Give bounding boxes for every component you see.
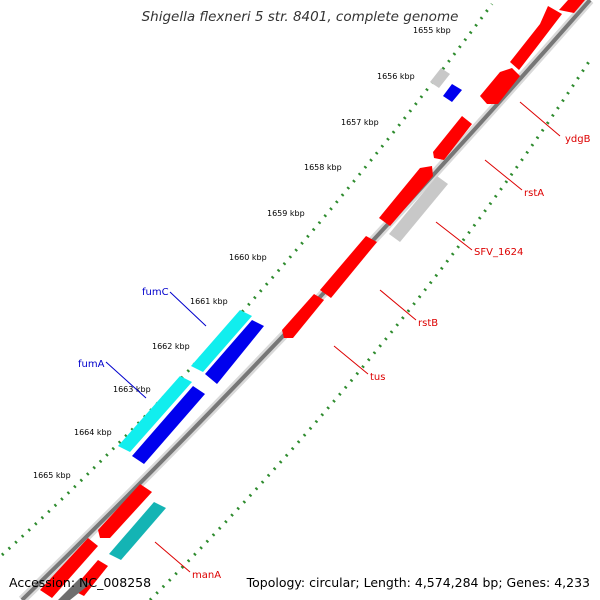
gene-small-grey[interactable] <box>430 68 450 88</box>
tick-label: 1656 kbp <box>377 72 415 81</box>
gene-manA[interactable] <box>109 502 166 560</box>
gene-red-lower[interactable] <box>98 484 152 538</box>
gene-label-rstA: rstA <box>524 188 544 199</box>
gene-label-fumC: fumC <box>142 287 169 298</box>
tick-label: 1665 kbp <box>33 471 71 480</box>
label-leaders <box>105 101 561 573</box>
tick-track-outer <box>0 3 494 557</box>
gene-ydgB-2[interactable] <box>480 68 520 104</box>
tick-label: 1659 kbp <box>267 209 305 218</box>
gene-small-blue[interactable] <box>443 84 462 102</box>
gene-ydgB[interactable] <box>510 6 562 70</box>
tick-label: 1664 kbp <box>74 428 112 437</box>
gene-red-lowest[interactable] <box>40 538 98 598</box>
gene-tus[interactable] <box>282 294 324 338</box>
map-title: Shigella flexneri 5 str. 8401, complete … <box>141 9 459 25</box>
gene-rstB[interactable] <box>320 236 377 298</box>
tick-label: 1655 kbp <box>413 26 451 35</box>
gene-fumC[interactable] <box>191 310 252 372</box>
tick-label: 1661 kbp <box>190 297 228 306</box>
gene-blue-2[interactable] <box>132 386 205 464</box>
gene-label-rstB: rstB <box>418 318 438 329</box>
tick-label: 1658 kbp <box>304 163 342 172</box>
tick-track-inner <box>148 59 592 600</box>
accession-label: Accession: NC_008258 <box>9 575 152 590</box>
gene-fumA[interactable] <box>118 376 192 452</box>
forward-strand-genes <box>40 310 252 598</box>
tick-label: 1660 kbp <box>229 253 267 262</box>
genome-summary: Topology: circular; Length: 4,574,284 bp… <box>246 575 590 590</box>
gene-tail[interactable] <box>559 0 585 13</box>
gene-SFV_1624[interactable] <box>389 176 448 242</box>
scale-ticks: 1655 kbp 1656 kbp 1657 kbp 1658 kbp 1659… <box>33 26 451 480</box>
gene-rstA[interactable] <box>433 116 472 160</box>
gene-label-SFV_1624: SFV_1624 <box>474 247 523 258</box>
gene-dark-grey[interactable] <box>58 578 90 600</box>
reverse-strand-genes <box>58 0 585 600</box>
tick-label: 1657 kbp <box>341 118 379 127</box>
tick-label: 1663 kbp <box>113 385 151 394</box>
tick-label: 1662 kbp <box>152 342 190 351</box>
gene-label-manA: manA <box>192 570 221 581</box>
gene-red-a[interactable] <box>379 166 433 226</box>
gene-labels: ydgB rstA SFV_1624 rstB tus manA fumC fu… <box>78 134 591 581</box>
gene-blue-1[interactable] <box>205 320 264 384</box>
gene-label-tus: tus <box>370 372 385 383</box>
gene-label-fumA: fumA <box>78 359 105 370</box>
gene-label-ydgB: ydgB <box>565 134 591 145</box>
